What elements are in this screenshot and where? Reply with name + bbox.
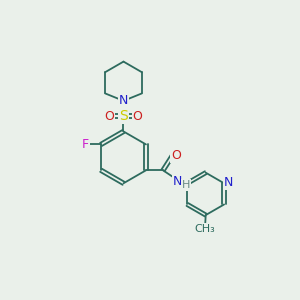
Text: H: H: [182, 180, 190, 190]
Text: F: F: [82, 138, 89, 151]
Text: N: N: [224, 176, 233, 189]
Text: CH₃: CH₃: [195, 224, 215, 234]
Text: N: N: [119, 94, 128, 107]
Text: S: S: [119, 109, 128, 123]
Text: O: O: [104, 110, 114, 123]
Text: N: N: [173, 175, 182, 188]
Text: O: O: [171, 148, 181, 161]
Text: O: O: [133, 110, 142, 123]
